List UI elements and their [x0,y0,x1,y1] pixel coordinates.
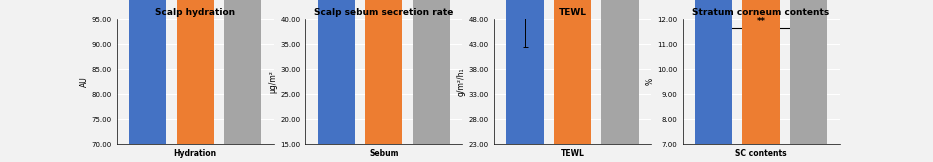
Y-axis label: AU: AU [79,76,89,87]
Y-axis label: g/m²/h₁: g/m²/h₁ [457,68,466,96]
Text: **: ** [757,17,766,26]
Bar [602,0,639,144]
Bar [695,0,732,144]
Title: Scalp sebum secretion rate: Scalp sebum secretion rate [314,8,453,17]
Bar [224,0,261,144]
Bar [507,0,544,144]
Y-axis label: μg/m²: μg/m² [269,70,277,93]
Title: Scalp hydration: Scalp hydration [155,8,235,17]
Bar [317,0,355,144]
Bar [790,0,828,144]
Bar [554,0,592,144]
Title: Stratum corneum contents: Stratum corneum contents [692,8,829,17]
Title: TEWL: TEWL [559,8,587,17]
Bar [176,0,214,144]
Bar [365,0,402,144]
Bar [412,0,450,144]
Bar [743,0,780,144]
Bar [129,0,166,144]
Y-axis label: %: % [646,78,655,85]
